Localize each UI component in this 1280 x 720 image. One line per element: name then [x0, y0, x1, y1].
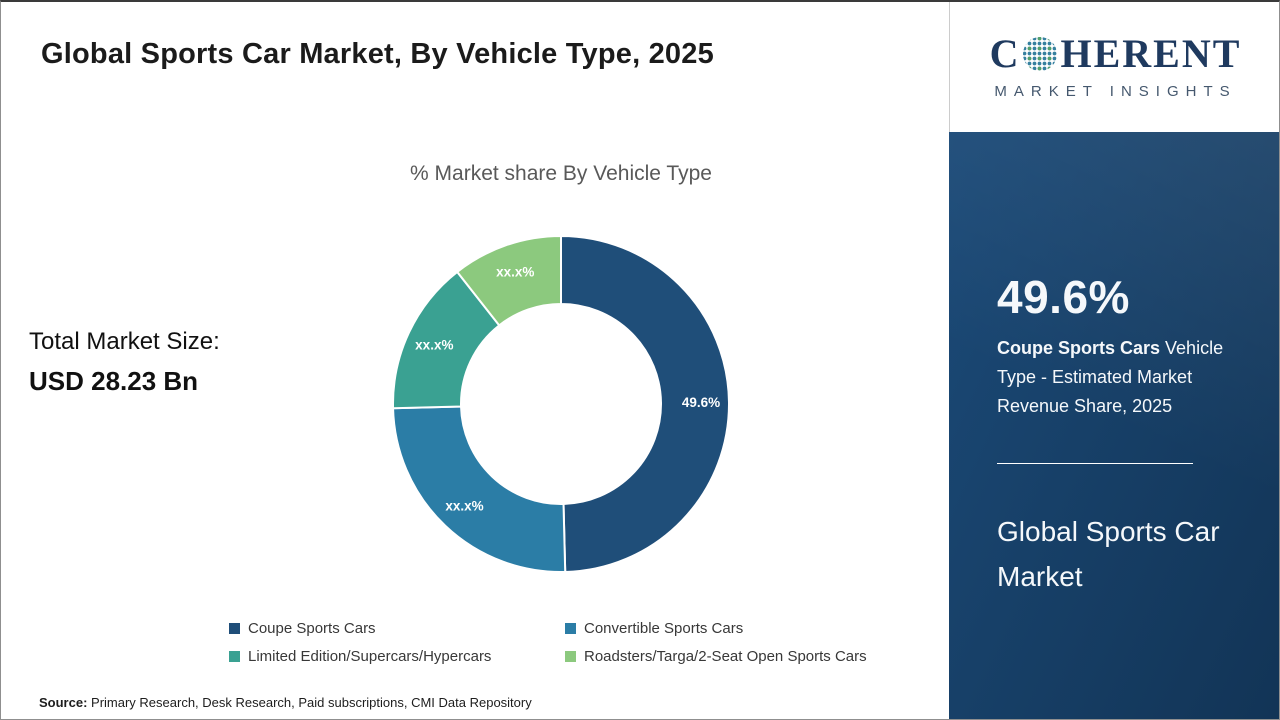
- market-size-block: Total Market Size: USD 28.23 Bn: [29, 328, 220, 397]
- source-text: Primary Research, Desk Research, Paid su…: [87, 695, 532, 710]
- market-size-value: USD 28.23 Bn: [29, 366, 199, 396]
- logo-wordmark: C HERENT: [990, 34, 1242, 74]
- legend-label: Limited Edition/Supercars/Hypercars: [248, 648, 492, 665]
- segment-label-1: xx.x%: [445, 498, 483, 513]
- logo-tagline: MARKET INSIGHTS: [994, 83, 1237, 100]
- source-label: Source:: [39, 695, 88, 710]
- legend-label: Convertible Sports Cars: [584, 620, 744, 637]
- stat-description-rest: Vehicle Type - Estimated Market Revenue …: [997, 338, 1224, 417]
- donut-segment-0: [560, 234, 730, 573]
- legend-label: Coupe Sports Cars: [248, 620, 376, 637]
- donut-chart: 49.6% xx.x% xx.x% xx.x%: [391, 234, 731, 574]
- logo-letters-rest: HERENT: [1060, 31, 1242, 76]
- legend-item-coupe: Coupe Sports Cars: [229, 620, 565, 637]
- market-size-label: Total Market Size:: [29, 328, 220, 355]
- legend-swatch-limited-edition: [229, 651, 240, 662]
- segment-label-0: 49.6%: [682, 395, 720, 410]
- chart-subtitle: % Market share By Vehicle Type: [410, 162, 712, 185]
- stat-value: 49.6%: [997, 271, 1130, 323]
- panel-divider: [997, 463, 1193, 465]
- donut-chart-svg: 49.6% xx.x% xx.x% xx.x%: [392, 234, 730, 573]
- page-title: Global Sports Car Market, By Vehicle Typ…: [41, 38, 714, 70]
- panel-title: Global Sports Car Market: [997, 516, 1220, 593]
- stat-description: Coupe Sports Cars Vehicle Type - Estimat…: [997, 334, 1253, 421]
- legend-item-convertible: Convertible Sports Cars: [565, 620, 929, 637]
- segment-label-2: xx.x%: [415, 337, 453, 352]
- legend-swatch-convertible: [565, 623, 576, 634]
- legend-swatch-roadsters: [565, 651, 576, 662]
- legend-item-roadsters: Roadsters/Targa/2-Seat Open Sports Cars: [565, 648, 929, 665]
- globe-o-icon: [1023, 37, 1058, 71]
- donut-segment-3: [455, 234, 562, 327]
- legend-swatch-coupe: [229, 623, 240, 634]
- logo-letter-c: C: [989, 31, 1021, 76]
- side-panel: 49.6% Coupe Sports Cars Vehicle Type - E…: [949, 132, 1279, 719]
- stat-description-bold: Coupe Sports Cars: [997, 338, 1161, 358]
- logo: C HERENT MARKET INSIGHTS: [949, 2, 1279, 132]
- chart-legend: Coupe Sports Cars Convertible Sports Car…: [229, 620, 929, 665]
- legend-label: Roadsters/Targa/2-Seat Open Sports Cars: [584, 648, 867, 665]
- donut-segment-1: [392, 405, 567, 573]
- segment-label-3: xx.x%: [496, 265, 534, 280]
- source-note: Source: Primary Research, Desk Research,…: [39, 695, 532, 710]
- side-panel-content: 49.6% Coupe Sports Cars Vehicle Type - E…: [949, 132, 1279, 600]
- legend-item-limited-edition: Limited Edition/Supercars/Hypercars: [229, 648, 565, 665]
